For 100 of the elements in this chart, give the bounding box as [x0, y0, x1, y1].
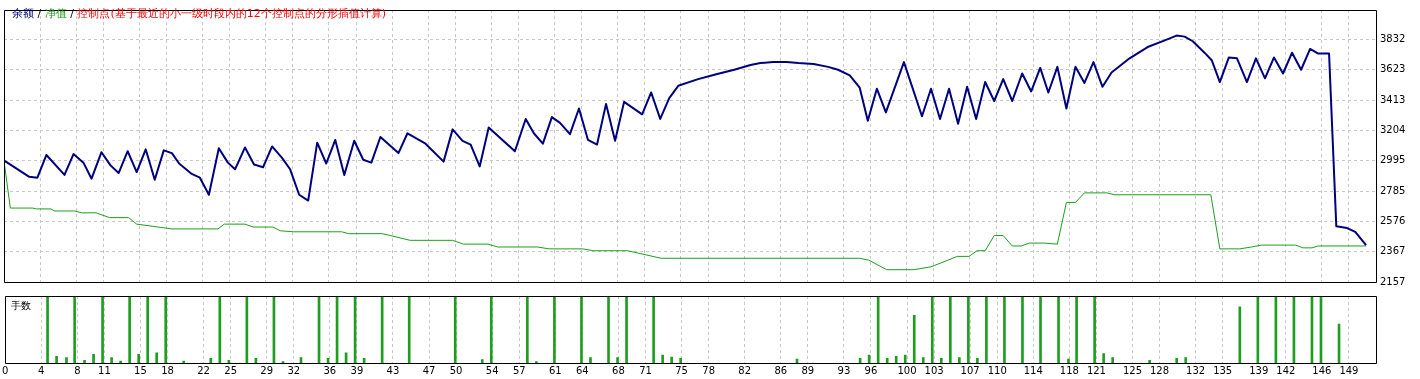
x-tick-label: 82: [738, 364, 752, 376]
y-tick-label: 3204: [1380, 124, 1406, 136]
bar: [1003, 296, 1006, 363]
x-tick-label: 121: [1086, 364, 1106, 376]
bar: [985, 296, 988, 363]
annotation: /: [69, 7, 75, 20]
x-tick-label: 75: [675, 364, 688, 376]
bar: [894, 355, 898, 363]
bar: [1021, 296, 1024, 363]
x-tick-label: 71: [639, 364, 652, 376]
x-tick-label: 146: [1312, 364, 1332, 376]
bar: [92, 353, 95, 363]
x-tick-label: 110: [987, 364, 1007, 376]
bar: [209, 357, 213, 363]
x-tick-label: 54: [485, 364, 499, 376]
bar: [65, 357, 68, 363]
x-tick-label: 103: [924, 364, 944, 376]
x-tick-label: 64: [576, 364, 589, 376]
x-tick-label: 4: [38, 364, 45, 376]
x-tick-label: 36: [323, 364, 337, 376]
bar: [1039, 296, 1042, 363]
x-tick-label: 107: [960, 364, 980, 376]
x-tick-label: 61: [548, 364, 562, 376]
bar: [885, 357, 889, 363]
bar: [1075, 296, 1078, 363]
bar: [83, 359, 86, 363]
x-tick-label: 114: [1023, 364, 1043, 376]
bar: [903, 354, 907, 363]
bar: [110, 357, 113, 363]
bar: [182, 360, 186, 363]
bar: [1148, 359, 1151, 363]
y-tick-label: 2157: [1380, 275, 1406, 287]
bar: [958, 357, 961, 363]
legend-label: 控制点(基于最近的小一级时段内的12个控制点的分形插值计算): [77, 7, 387, 20]
x-tick-label: 0: [1, 364, 9, 376]
x-tick-label: 43: [386, 364, 400, 376]
x-tick-label: 86: [774, 364, 788, 376]
bar: [119, 360, 122, 363]
bar: [589, 357, 592, 363]
x-tick-label: 32: [287, 364, 301, 376]
bar: [679, 357, 682, 363]
x-tick-label: 50: [449, 364, 463, 376]
x-tick-label: 132: [1186, 364, 1206, 376]
bar: [876, 296, 880, 363]
bar: [407, 296, 411, 363]
bar: [73, 296, 76, 363]
x-tick-label: 139: [1249, 364, 1269, 376]
x-tick-label: 78: [702, 364, 715, 376]
x-tick-label: 142: [1276, 364, 1296, 376]
chart-title: 手数: [11, 299, 32, 311]
y-tick-label: 3832: [1380, 33, 1406, 45]
y-tick-label: 3623: [1380, 63, 1406, 75]
x-tick-label: 93: [837, 364, 851, 376]
bar: [670, 356, 673, 363]
y-tick-label: 2995: [1380, 154, 1406, 166]
bar: [939, 357, 943, 363]
bar: [1238, 306, 1242, 363]
bar: [155, 352, 159, 363]
bar: [1102, 353, 1105, 363]
x-tick-label: 100: [897, 364, 917, 376]
bar: [128, 296, 131, 363]
bar: [218, 296, 222, 363]
bar: [949, 296, 952, 363]
text: 余额: [12, 7, 34, 20]
bar: [607, 296, 610, 363]
text: 净值: [44, 7, 67, 20]
bar: [912, 315, 916, 363]
bar: [480, 359, 484, 363]
bar: [930, 296, 934, 363]
x-tick-label: 8: [74, 364, 81, 376]
x-tick-label: 57: [512, 364, 526, 376]
x-tick-label: 149: [1339, 364, 1359, 376]
y-tick-label: 2576: [1380, 214, 1406, 226]
x-tick-label: 11: [98, 364, 111, 376]
bar: [616, 357, 619, 363]
y-tick-label: 2785: [1380, 184, 1406, 196]
bar: [661, 354, 664, 363]
x-tick-label: 25: [224, 364, 238, 376]
y-tick-label: 3413: [1380, 93, 1406, 105]
x-tick-label: 39: [350, 364, 364, 376]
bar: [1057, 296, 1060, 363]
x-tick-label: 128: [1150, 364, 1170, 376]
bar: [1067, 358, 1070, 363]
y-tick-label: 2367: [1380, 245, 1406, 257]
bar: [652, 296, 655, 363]
x-tick-label: 96: [864, 364, 878, 376]
bar: [625, 296, 628, 363]
x-tick-label: 135: [1213, 364, 1233, 376]
bar: [976, 357, 979, 363]
x-tick-label: 22: [197, 364, 210, 376]
x-tick-label: 68: [612, 364, 625, 376]
bar: [1184, 357, 1188, 363]
x-tick-label: 89: [801, 364, 815, 376]
x-tick-label: 18: [161, 364, 174, 376]
bar: [1111, 357, 1114, 363]
x-tick-label: 125: [1122, 364, 1143, 376]
bar: [55, 355, 58, 363]
x-tick-label: 29: [260, 364, 274, 376]
x-tick-label: 15: [134, 364, 147, 376]
bar: [526, 296, 529, 363]
